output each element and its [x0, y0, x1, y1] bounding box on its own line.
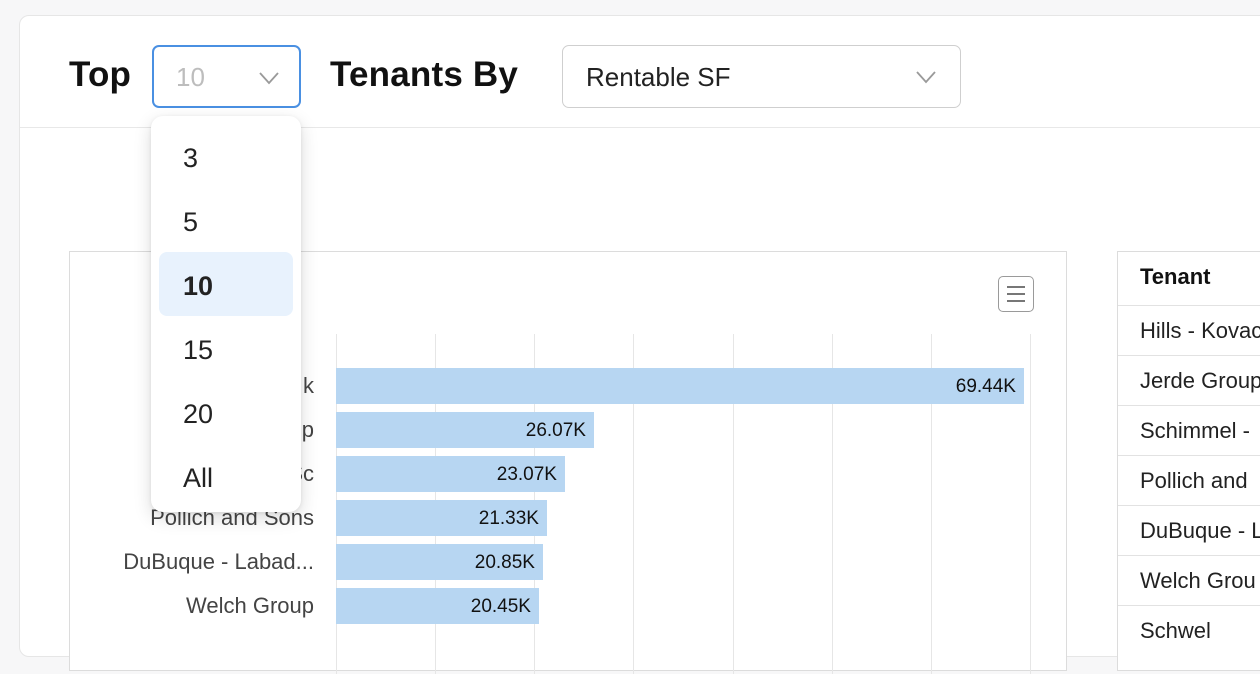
- chart-gridline: [633, 334, 635, 674]
- metric-select[interactable]: Rentable SF: [562, 45, 961, 108]
- dropdown-option-3[interactable]: 3: [159, 124, 293, 188]
- bar-value-label: 23.07K: [496, 464, 557, 485]
- title-middle: Tenants By: [330, 55, 519, 94]
- chart-bar[interactable]: [336, 368, 1024, 404]
- table-row[interactable]: Schimmel -: [1118, 405, 1260, 456]
- metric-value: Rentable SF: [586, 62, 731, 92]
- tenant-cell: DuBuque - L: [1140, 518, 1260, 543]
- chart-bar[interactable]: [336, 544, 543, 580]
- bar-value-label: 20.85K: [474, 552, 535, 573]
- table-header-tenant: Tenant: [1140, 264, 1211, 289]
- tenant-cell: Hills - Kovac: [1140, 318, 1260, 343]
- dropdown-option-label: 5: [183, 207, 199, 237]
- table-row[interactable]: Jerde Group: [1118, 355, 1260, 406]
- dropdown-option-10[interactable]: 10: [159, 252, 293, 316]
- report-card: Top 10 Tenants By Rentable SF 69.44K k 26.…: [19, 15, 1260, 674]
- table-row[interactable]: Schwel: [1118, 605, 1260, 656]
- dropdown-option-20[interactable]: 20: [159, 380, 293, 444]
- chevron-down-icon: [916, 71, 936, 84]
- dropdown-option-15[interactable]: 15: [159, 316, 293, 380]
- chart-gridline: [930, 334, 932, 674]
- chevron-down-icon: [259, 72, 279, 85]
- table-row[interactable]: Welch Grou: [1118, 555, 1260, 606]
- bar-value-label: 69.44K: [955, 376, 1016, 397]
- dropdown-option-5[interactable]: 5: [159, 188, 293, 252]
- top-count-select[interactable]: 10: [152, 45, 301, 108]
- dropdown-option-label: All: [183, 463, 214, 493]
- tenant-cell: Pollich and: [1140, 468, 1248, 493]
- tenant-cell: Jerde Group: [1140, 368, 1260, 393]
- bar-value-label: 21.33K: [478, 508, 539, 529]
- category-label: DuBuque - Labad...: [123, 549, 314, 574]
- dropdown-option-label: 10: [183, 271, 214, 301]
- tenant-table: Tenant Hills - Kovac Jerde Group Schimmel …: [1117, 251, 1260, 671]
- table-row[interactable]: Pollich and: [1118, 455, 1260, 506]
- chart-bar[interactable]: [336, 500, 547, 536]
- top-count-dropdown-menu: 3 5 10 15 20 All: [151, 116, 301, 512]
- chart-bar[interactable]: [336, 588, 539, 624]
- table-row[interactable]: Hills - Kovac: [1118, 305, 1260, 356]
- dropdown-option-label: 15: [183, 335, 214, 365]
- hamburger-menu-icon[interactable]: [998, 276, 1034, 312]
- table-row[interactable]: DuBuque - L: [1118, 505, 1260, 556]
- bar-value-label: 26.07K: [525, 420, 586, 441]
- dropdown-option-label: 3: [183, 143, 199, 173]
- top-count-value: 10: [176, 62, 205, 92]
- chart-bar[interactable]: [336, 412, 594, 448]
- chart-gridline: [831, 334, 833, 674]
- title-prefix: Top: [69, 55, 132, 94]
- bar-value-label: 20.45K: [470, 596, 531, 617]
- chart-bar[interactable]: [336, 456, 565, 492]
- tenant-cell: Schimmel -: [1140, 418, 1251, 443]
- category-label: Welch Group: [186, 593, 314, 618]
- dropdown-option-label: 20: [183, 399, 214, 429]
- category-label: k: [303, 373, 314, 398]
- dropdown-option-all[interactable]: All: [159, 444, 293, 508]
- chart-gridline: [732, 334, 734, 674]
- category-label: p: [301, 417, 314, 442]
- tenant-cell: Welch Grou: [1140, 568, 1256, 593]
- chart-gridline: [1030, 334, 1031, 674]
- report-header: Top 10 Tenants By Rentable SF: [20, 16, 1260, 128]
